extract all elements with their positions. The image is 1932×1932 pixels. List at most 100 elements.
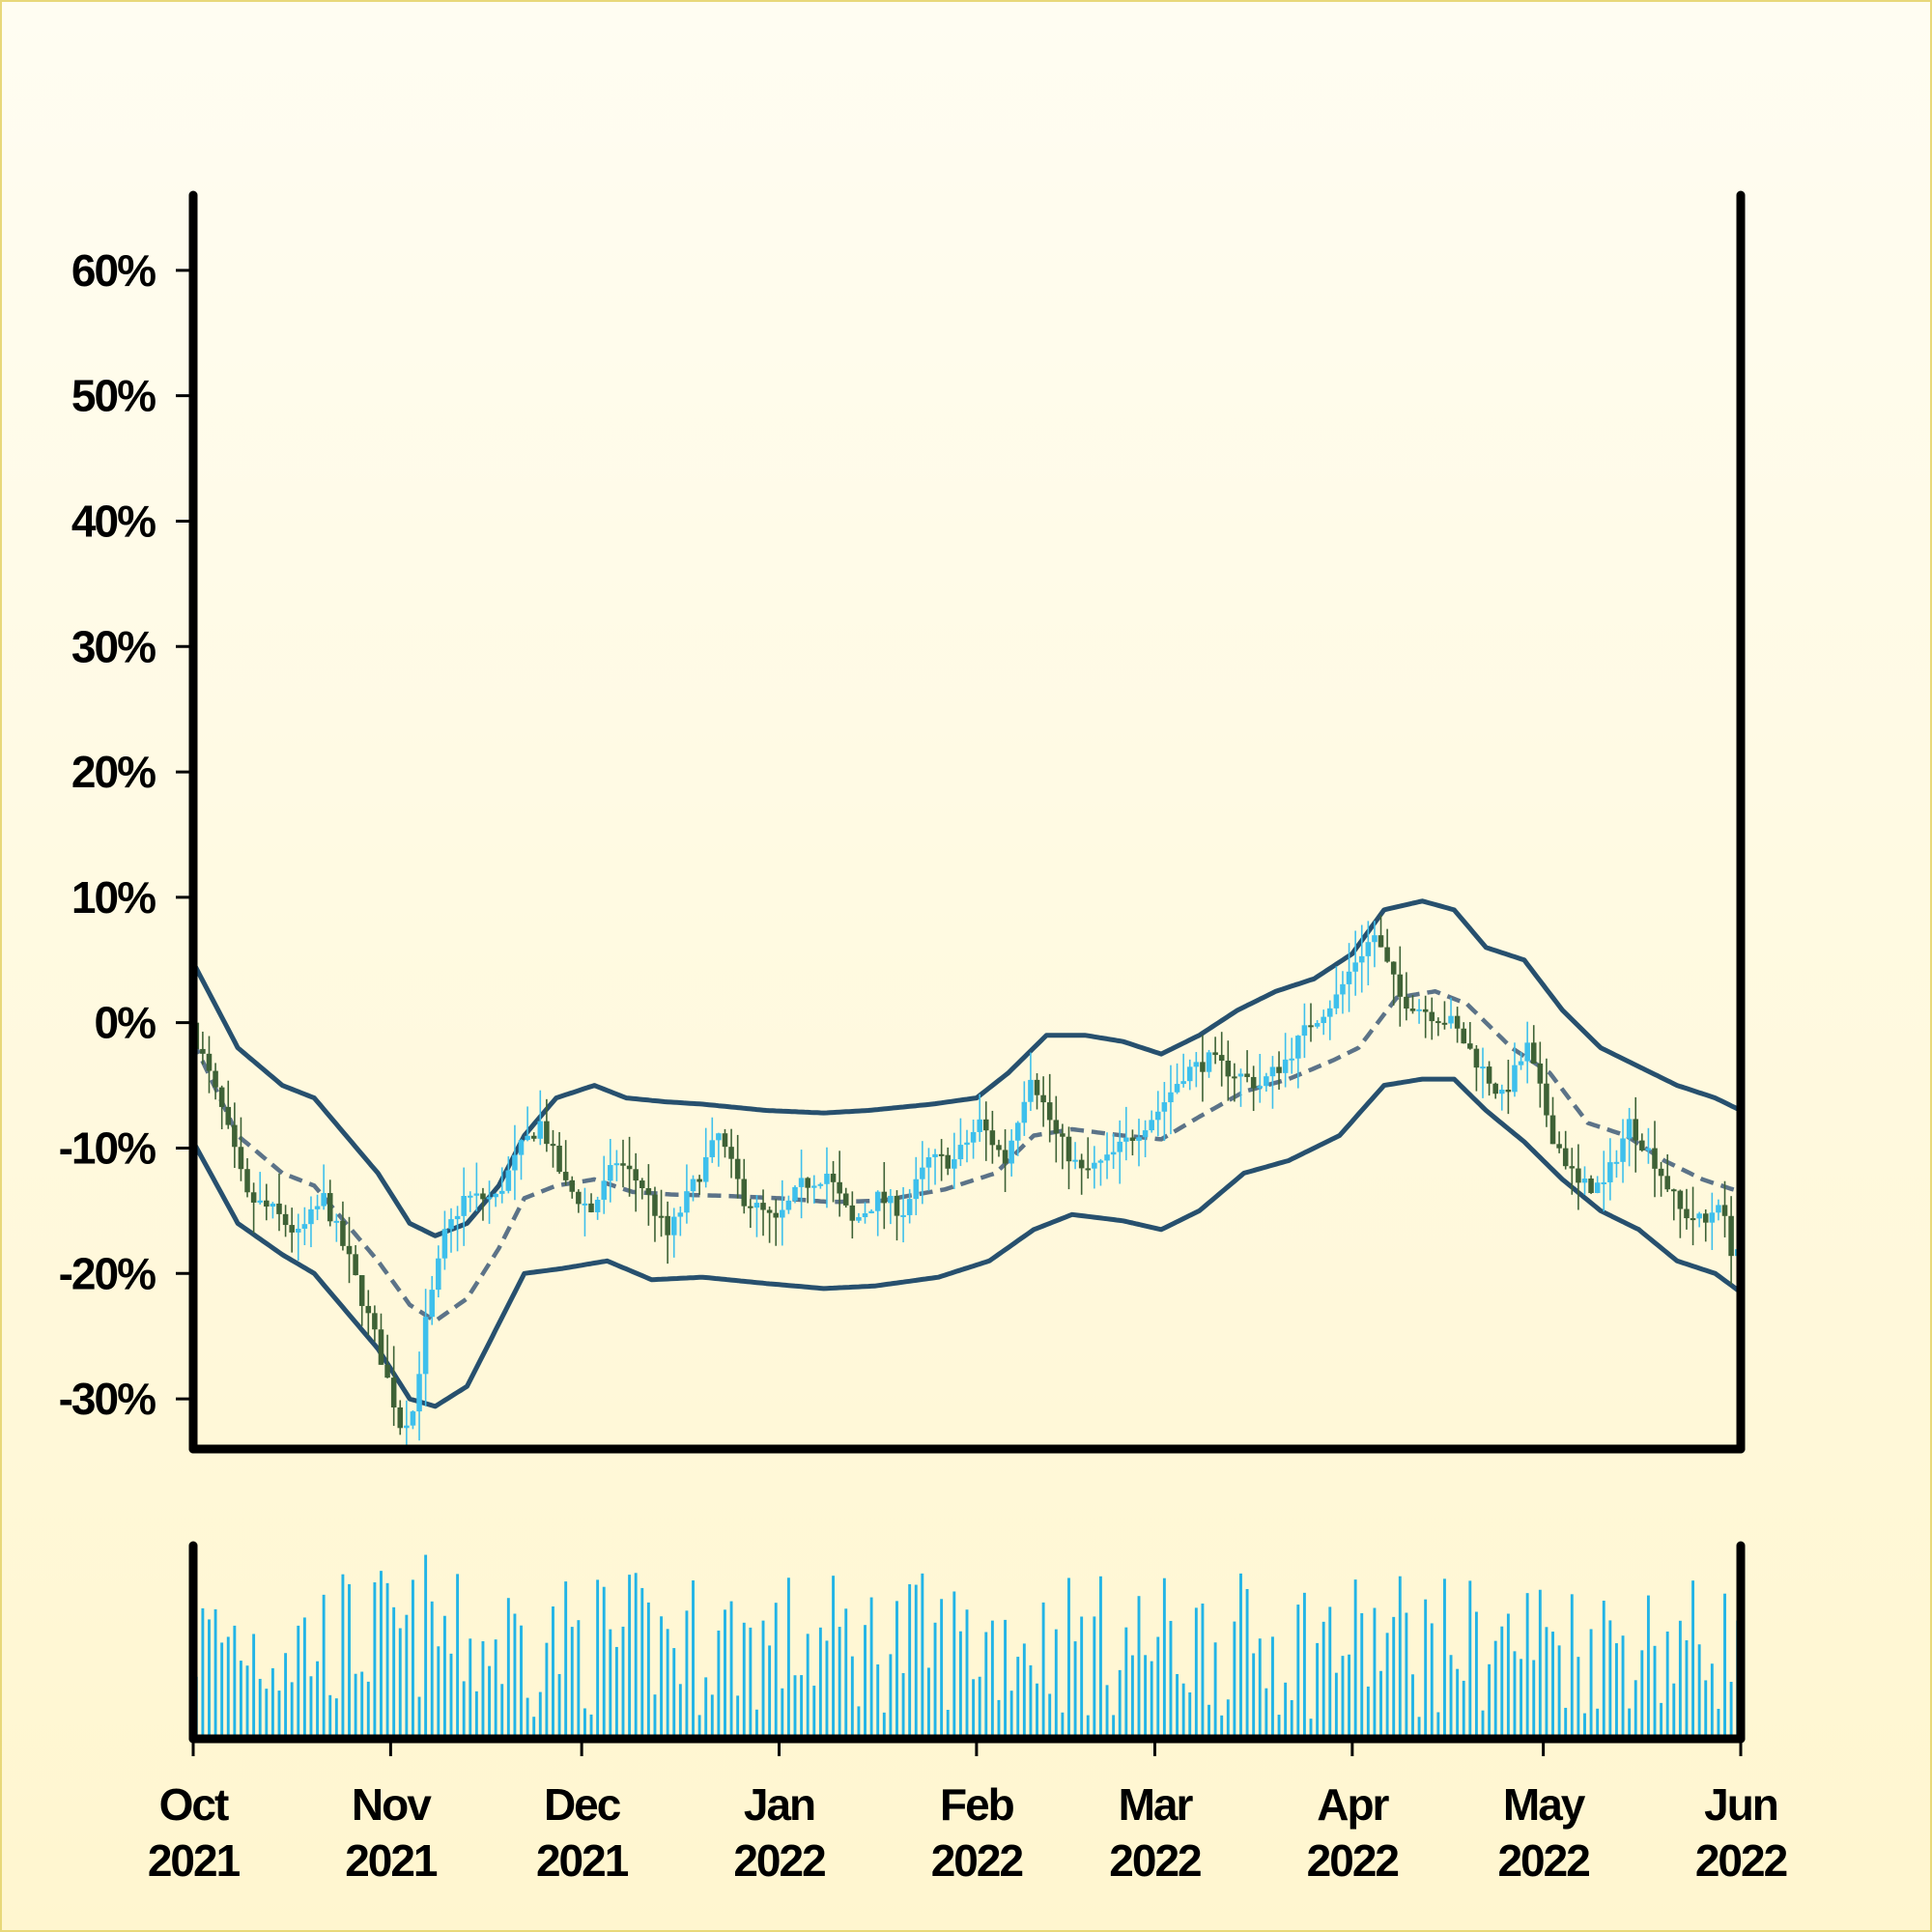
volume-bar xyxy=(1353,1579,1357,1739)
candle-body xyxy=(594,1199,601,1212)
volume-bar xyxy=(270,1667,274,1739)
candle-body xyxy=(582,1203,588,1206)
candle-body xyxy=(410,1411,416,1426)
volume-bar xyxy=(1513,1651,1517,1739)
volume-bar xyxy=(1239,1573,1242,1739)
volume-bar xyxy=(838,1627,841,1739)
volume-bar xyxy=(1385,1633,1389,1739)
candle-body xyxy=(1441,1022,1448,1025)
volume-bar xyxy=(1436,1712,1440,1739)
volume-bar xyxy=(302,1617,306,1739)
candle-body xyxy=(888,1195,894,1204)
candle-body xyxy=(276,1203,282,1214)
candle-body xyxy=(1505,1090,1512,1093)
candle-body xyxy=(1639,1140,1645,1151)
candle-body xyxy=(562,1172,569,1180)
candle-body xyxy=(620,1163,626,1166)
volume-bar xyxy=(252,1634,256,1739)
candle-body xyxy=(244,1169,250,1193)
volume-bar xyxy=(1462,1680,1465,1739)
volume-bar xyxy=(1596,1708,1600,1739)
candle-body xyxy=(1652,1148,1658,1169)
volume-bar xyxy=(538,1691,542,1739)
x-tick-label-month: Jan xyxy=(744,1779,814,1830)
candle-body xyxy=(645,1188,652,1195)
candle-body xyxy=(824,1174,830,1184)
candle-body xyxy=(1671,1189,1677,1192)
volume-bar xyxy=(749,1627,753,1739)
volume-bar xyxy=(736,1695,740,1739)
candle-body xyxy=(1110,1151,1117,1155)
volume-bar xyxy=(1277,1715,1281,1739)
volume-bar xyxy=(1093,1616,1096,1739)
candle-body xyxy=(1473,1048,1480,1068)
candle-body xyxy=(989,1130,996,1146)
candle-body xyxy=(665,1215,670,1236)
candle-body xyxy=(206,1053,213,1071)
volume-bar xyxy=(761,1620,765,1739)
candle-body xyxy=(1645,1148,1652,1151)
volume-bar xyxy=(634,1573,638,1739)
candle-body xyxy=(480,1193,486,1200)
volume-bar xyxy=(1481,1710,1485,1739)
volume-bar xyxy=(901,1672,905,1739)
volume-bar xyxy=(506,1598,510,1739)
candle-body xyxy=(1142,1130,1149,1138)
y-tick-label: 30% xyxy=(71,621,156,671)
volume-bar xyxy=(1602,1600,1605,1739)
candle-body xyxy=(1225,1061,1232,1077)
candle-body xyxy=(1034,1079,1040,1095)
candle-body xyxy=(1046,1102,1053,1121)
volume-bar xyxy=(456,1574,460,1739)
volume-bar xyxy=(640,1587,644,1739)
candle-body xyxy=(314,1206,321,1209)
volume-bar xyxy=(1678,1620,1682,1739)
candle-body xyxy=(1206,1052,1212,1072)
volume-bar xyxy=(825,1640,829,1739)
volume-bar xyxy=(914,1584,918,1739)
volume-bar xyxy=(265,1689,269,1739)
candle-body xyxy=(1232,1076,1237,1079)
volume-bar xyxy=(1264,1688,1268,1739)
candle-body xyxy=(1486,1066,1492,1084)
candle-body xyxy=(1085,1168,1092,1171)
candle-body xyxy=(1581,1179,1588,1183)
candle-body xyxy=(900,1214,906,1217)
volume-bar xyxy=(208,1619,211,1739)
candle-body xyxy=(1053,1120,1060,1134)
x-tick-label-year: 2022 xyxy=(1695,1835,1787,1886)
volume-bar xyxy=(1442,1578,1446,1739)
volume-bar xyxy=(882,1712,886,1739)
candle-body xyxy=(576,1191,582,1205)
candle-body xyxy=(906,1199,913,1215)
volume-bar xyxy=(1233,1621,1236,1739)
candle-body xyxy=(722,1133,728,1148)
volume-bar xyxy=(1685,1640,1689,1739)
candle-body xyxy=(1104,1154,1110,1161)
volume-bar xyxy=(513,1613,517,1739)
candle-body xyxy=(282,1213,289,1226)
candle-body xyxy=(856,1216,862,1221)
volume-bar xyxy=(220,1642,224,1739)
volume-bar xyxy=(908,1584,912,1739)
volume-bar xyxy=(660,1616,664,1739)
candle-body xyxy=(468,1195,473,1198)
volume-bar xyxy=(348,1583,351,1739)
candle-body xyxy=(321,1193,327,1207)
candle-body xyxy=(1467,1043,1473,1049)
volume-bar xyxy=(685,1610,689,1739)
volume-bar xyxy=(1525,1593,1529,1739)
candle-body xyxy=(200,1048,206,1054)
candle-body xyxy=(690,1179,696,1192)
candle-body xyxy=(461,1195,467,1216)
candle-body xyxy=(702,1156,709,1182)
volume-bar xyxy=(1220,1715,1224,1739)
volume-bar xyxy=(392,1606,396,1739)
volume-bar xyxy=(646,1602,650,1739)
volume-bar xyxy=(469,1638,472,1739)
y-tick-label: -10% xyxy=(59,1122,156,1173)
candle-body xyxy=(1404,996,1409,1009)
candle-body xyxy=(1562,1148,1569,1167)
volume-bar xyxy=(1628,1708,1632,1739)
